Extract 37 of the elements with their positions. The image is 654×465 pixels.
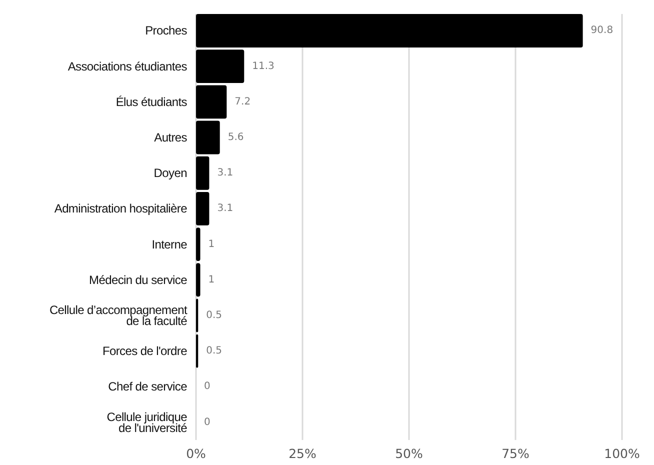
x-tick-label: 100%: [604, 446, 640, 461]
y-tick-label: Forces de l'ordre: [102, 344, 188, 358]
x-tick-label: 75%: [502, 446, 530, 461]
y-tick-label: Associations étudiantes: [68, 59, 188, 74]
data-label: 3.1: [217, 168, 234, 179]
x-tick-label: 50%: [395, 446, 424, 461]
y-tick-label: Chef de service: [108, 380, 188, 394]
bar: [196, 192, 210, 226]
data-label: 0.5: [206, 310, 222, 321]
data-label: 0: [204, 381, 210, 392]
data-label: 11.3: [252, 60, 274, 72]
y-tick-label: Élus étudiants: [116, 94, 188, 109]
x-tick-label: 0%: [186, 446, 206, 461]
y-tick-label: Proches: [145, 24, 188, 38]
y-tick-label: Doyen: [154, 166, 187, 180]
y-tick-label: Interne: [152, 237, 188, 252]
data-label: 3.1: [217, 203, 234, 214]
bar: [196, 156, 210, 190]
bar: [196, 120, 220, 154]
y-tick-label: Cellule juridique de l'université: [106, 410, 188, 435]
data-label: 1: [208, 274, 215, 286]
x-tick-label: 25%: [288, 446, 317, 461]
y-tick-label: Autres: [154, 130, 188, 145]
bar: [196, 14, 583, 48]
bar: [196, 263, 200, 297]
y-tick-label: Cellule d’accompagnement de la faculté: [49, 302, 188, 328]
data-label: 1: [208, 238, 215, 250]
bar: [196, 228, 200, 262]
bar: [196, 50, 244, 84]
y-tick-label: Médecin du service: [89, 272, 188, 287]
data-label: 5.6: [228, 132, 244, 144]
data-label: 7.2: [234, 96, 251, 108]
y-tick-label: Administration hospitalière: [54, 202, 188, 216]
data-label: 90.8: [590, 25, 614, 36]
data-label: 0: [204, 416, 210, 428]
data-label: 0.5: [206, 346, 222, 357]
bar: [196, 85, 227, 119]
